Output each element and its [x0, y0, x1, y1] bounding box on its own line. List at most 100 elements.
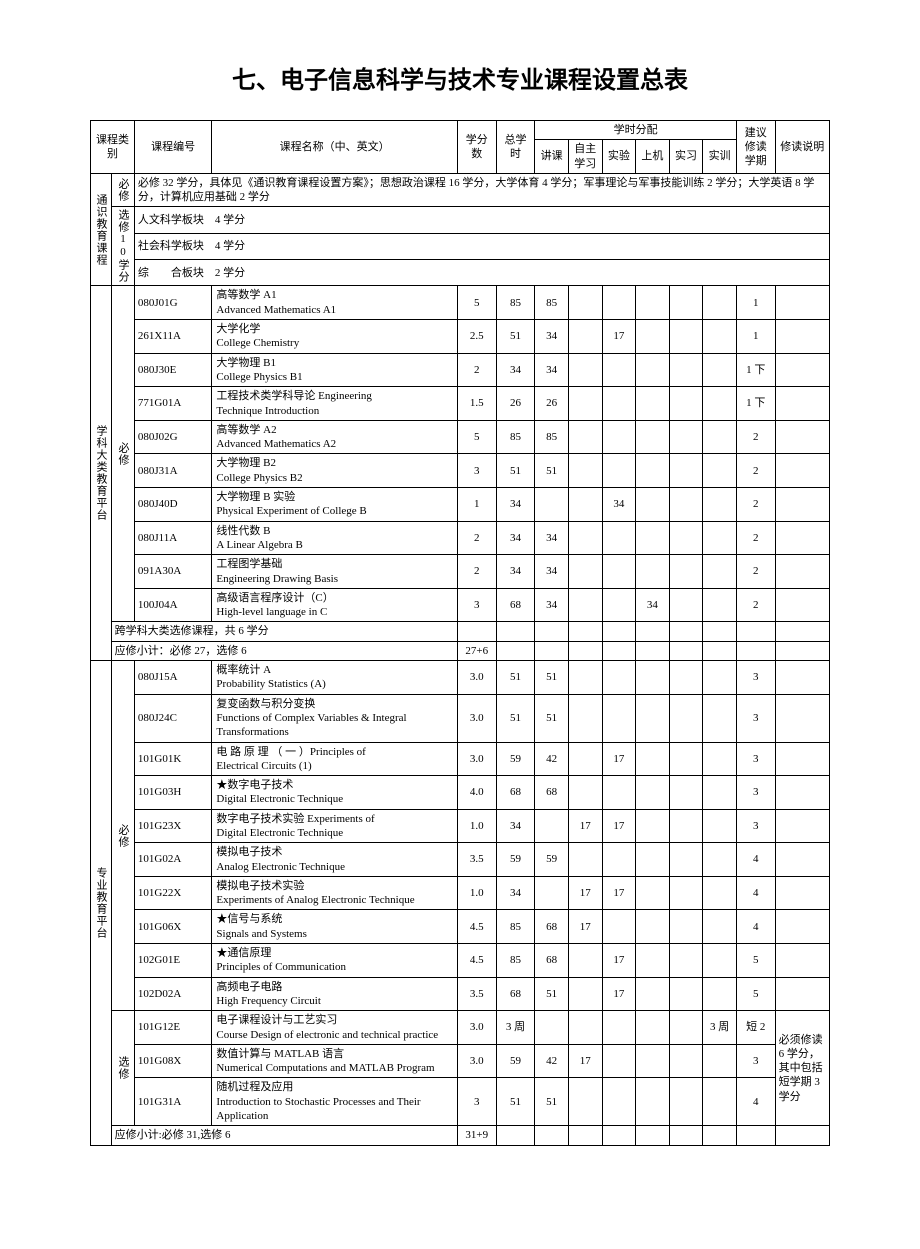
table-row: 社会科学板块 4 学分 [91, 233, 830, 259]
subtotal-row: 应修小计:必修 31,选修 6 31+9 [91, 1126, 830, 1145]
lecture: 85 [535, 420, 569, 454]
practice [669, 661, 703, 695]
self-study [568, 588, 602, 622]
header-row-1: 课程类别 课程编号 课程名称（中、英文） 学分数 总学时 学时分配 建议修读学期… [91, 121, 830, 140]
hdr-experiment: 实验 [602, 140, 636, 174]
semester: 5 [736, 977, 775, 1011]
self-study [568, 843, 602, 877]
credits: 3 [457, 454, 496, 488]
table-row: 选修10学分 人文科学板块 4 学分 [91, 207, 830, 233]
subtotal-label: 应修小计:必修 31,选修 6 [111, 1126, 457, 1145]
computer [636, 1078, 670, 1126]
practice [669, 910, 703, 944]
course-name: 模拟电子技术Analog Electronic Technique [212, 843, 457, 877]
hdr-practice: 实习 [669, 140, 703, 174]
note [775, 776, 829, 810]
credits: 3 [457, 588, 496, 622]
self-study [568, 420, 602, 454]
table-row: 101G31A随机过程及应用Introduction to Stochastic… [91, 1078, 830, 1126]
training [703, 977, 737, 1011]
table-row: 101G06X★信号与系统Signals and Systems4.5 85 6… [91, 910, 830, 944]
computer [636, 661, 670, 695]
table-row: 选修101G12E电子课程设计与工艺实习Course Design of ele… [91, 1011, 830, 1045]
experiment [602, 555, 636, 589]
course-code: 080J15A [134, 661, 212, 695]
practice [669, 776, 703, 810]
table-row: 101G03H★数字电子技术Digital Electronic Techniq… [91, 776, 830, 810]
practice [669, 521, 703, 555]
semester: 2 [736, 588, 775, 622]
lecture: 51 [535, 661, 569, 695]
course-code: 091A30A [134, 555, 212, 589]
lecture: 68 [535, 944, 569, 978]
note [775, 488, 829, 522]
training [703, 944, 737, 978]
lecture [535, 488, 569, 522]
training [703, 286, 737, 320]
course-code: 080J02G [134, 420, 212, 454]
hdr-code: 课程编号 [134, 121, 212, 174]
table-row: 091A30A工程图学基础Engineering Drawing Basis2 … [91, 555, 830, 589]
self-study [568, 1011, 602, 1045]
practice [669, 387, 703, 421]
semester: 3 [736, 661, 775, 695]
note [775, 843, 829, 877]
hdr-credits: 学分数 [457, 121, 496, 174]
lecture: 42 [535, 742, 569, 776]
subtotal-credits: 27+6 [457, 641, 496, 660]
course-code: 080J30E [134, 353, 212, 387]
table-row: 101G01K电 路 原 理 （ 一 ）Principles ofElectri… [91, 742, 830, 776]
total-hours: 34 [496, 488, 535, 522]
lecture: 51 [535, 1078, 569, 1126]
course-name: 大学物理 B 实验Physical Experiment of College … [212, 488, 457, 522]
course-name: 大学化学College Chemistry [212, 320, 457, 354]
practice [669, 454, 703, 488]
cat1-major: 专业教育平台 [91, 661, 112, 1146]
computer: 34 [636, 588, 670, 622]
practice [669, 977, 703, 1011]
total-hours: 34 [496, 353, 535, 387]
computer [636, 944, 670, 978]
course-name: ★数字电子技术Digital Electronic Technique [212, 776, 457, 810]
cat1-gen-ed: 通识教育课程 [91, 173, 112, 286]
self-study [568, 694, 602, 742]
hdr-computer: 上机 [636, 140, 670, 174]
semester: 1 下 [736, 387, 775, 421]
course-code: 101G22X [134, 876, 212, 910]
practice [669, 555, 703, 589]
note [775, 588, 829, 622]
lecture: 34 [535, 521, 569, 555]
self-study [568, 488, 602, 522]
lecture: 51 [535, 977, 569, 1011]
self-study: 17 [568, 1044, 602, 1078]
table-row: 771G01A工程技术类学科导论 EngineeringTechnique In… [91, 387, 830, 421]
table-row: 101G23X数字电子技术实验 Experiments ofDigital El… [91, 809, 830, 843]
table-row: 专业教育平台必修080J15A概率统计 AProbability Statist… [91, 661, 830, 695]
note [775, 661, 829, 695]
semester: 1 下 [736, 353, 775, 387]
course-code: 080J24C [134, 694, 212, 742]
total-hours: 3 周 [496, 1011, 535, 1045]
lecture: 68 [535, 776, 569, 810]
practice [669, 843, 703, 877]
table-row: 100J04A高级语言程序设计（C）High-level language in… [91, 588, 830, 622]
computer [636, 555, 670, 589]
semester: 2 [736, 420, 775, 454]
course-name: 数值计算与 MATLAB 语言Numerical Computations an… [212, 1044, 457, 1078]
course-name: 高级语言程序设计（C）High-level language in C [212, 588, 457, 622]
training [703, 454, 737, 488]
table-row: 102D02A高频电子电路High Frequency Circuit3.5 6… [91, 977, 830, 1011]
total-hours: 51 [496, 454, 535, 488]
course-code: 101G06X [134, 910, 212, 944]
lecture: 51 [535, 454, 569, 488]
course-name: 工程技术类学科导论 EngineeringTechnique Introduct… [212, 387, 457, 421]
course-name: 电子课程设计与工艺实习Course Design of electronic a… [212, 1011, 457, 1045]
computer [636, 286, 670, 320]
note [775, 353, 829, 387]
semester: 4 [736, 843, 775, 877]
hdr-self-study: 自主学习 [568, 140, 602, 174]
experiment: 17 [602, 876, 636, 910]
cat2-required: 必修 [111, 661, 134, 1011]
credits: 3.0 [457, 1044, 496, 1078]
computer [636, 694, 670, 742]
